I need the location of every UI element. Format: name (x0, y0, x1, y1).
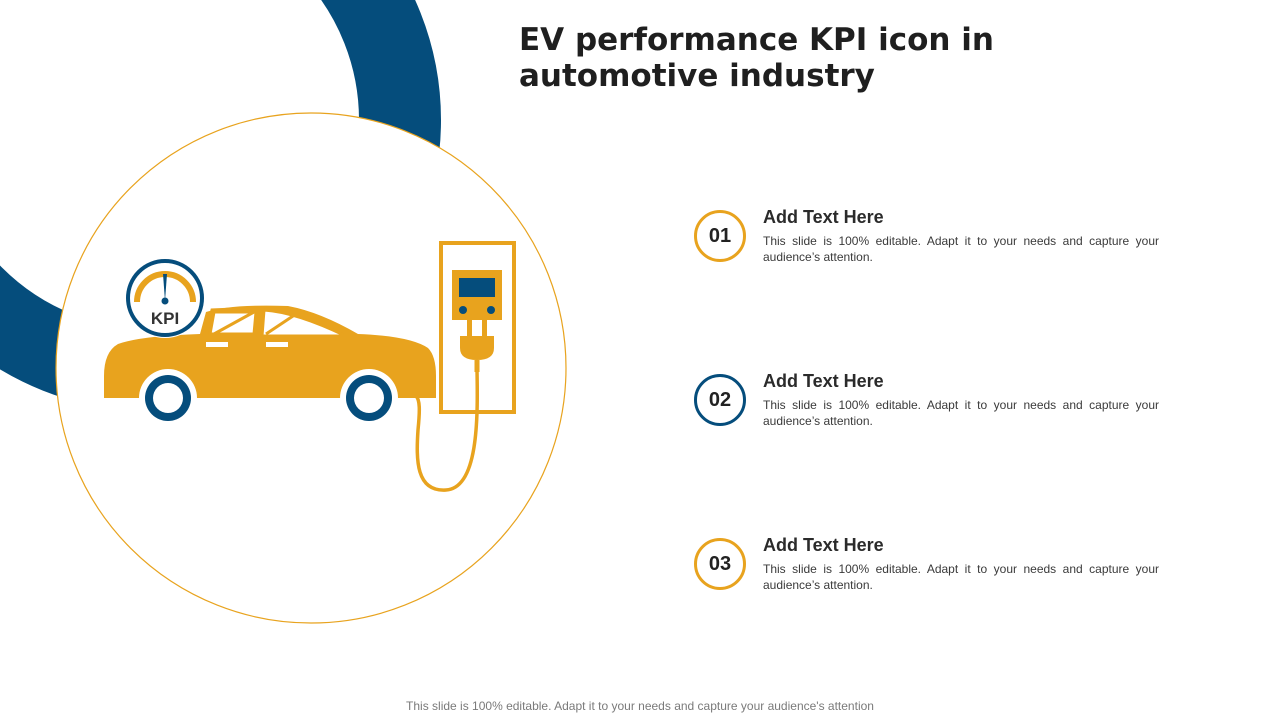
number-badge: 03 (694, 538, 746, 590)
item-heading: Add Text Here (763, 371, 884, 391)
page-title: EV performance KPI icon in automotive in… (519, 22, 994, 94)
kpi-gauge-icon (125, 258, 205, 338)
item-heading: Add Text Here (763, 535, 884, 555)
item-description: This slide is 100% editable. Adapt it to… (763, 234, 1159, 264)
electric-car-icon (104, 305, 436, 427)
list-item: 03 Add Text Here This slide is 100% edit… (694, 535, 1164, 598)
number-badge: 01 (694, 210, 746, 262)
charging-station-icon (414, 241, 516, 492)
item-description: This slide is 100% editable. Adapt it to… (763, 562, 1159, 592)
item-description: This slide is 100% editable. Adapt it to… (763, 398, 1159, 428)
list-item: 02 Add Text Here This slide is 100% edit… (694, 371, 1164, 434)
number-badge: 02 (694, 374, 746, 426)
list-item: 01 Add Text Here This slide is 100% edit… (694, 207, 1164, 270)
kpi-gauge-label: KPI (150, 309, 180, 328)
ev-illustration (0, 0, 567, 624)
footer-note: This slide is 100% editable. Adapt it to… (406, 699, 874, 713)
item-heading: Add Text Here (763, 207, 884, 227)
